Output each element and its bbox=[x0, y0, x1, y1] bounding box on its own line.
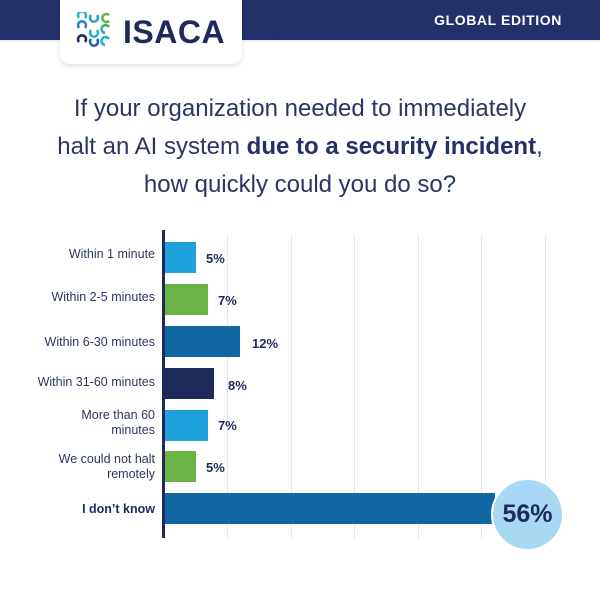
category-label: Within 1 minute bbox=[68, 247, 155, 261]
value-label: 5% bbox=[206, 460, 225, 475]
gridline bbox=[481, 234, 482, 539]
bar-more-than-60-minutes bbox=[165, 410, 208, 441]
title-emphasis: due to a security incident bbox=[246, 133, 537, 160]
highlight-value-bubble: 56% bbox=[491, 478, 564, 551]
isaca-logo-icon bbox=[76, 12, 111, 47]
logo-card: ISACA ● bbox=[60, 0, 275, 64]
value-label: 7% bbox=[218, 293, 237, 308]
title-line-2: halt an AI system due to a security inci… bbox=[57, 133, 543, 160]
gridline bbox=[354, 234, 355, 539]
gridline bbox=[291, 234, 292, 539]
registered-mark: ● bbox=[271, 35, 275, 41]
bar-within-31-60-minutes bbox=[165, 368, 214, 399]
header-divider bbox=[0, 40, 600, 42]
value-label: 12% bbox=[252, 336, 279, 351]
y-axis bbox=[162, 230, 165, 538]
gridline bbox=[418, 234, 419, 539]
bar-within-1-minute bbox=[165, 242, 196, 273]
chart-title: If your organization needed to immediate… bbox=[40, 90, 560, 204]
title-line-3: how quickly could you do so? bbox=[143, 171, 457, 198]
category-label: I don’t know bbox=[82, 502, 155, 516]
title-line-1: If your organization needed to immediate… bbox=[73, 95, 527, 122]
edition-label: GLOBAL EDITION bbox=[434, 12, 562, 28]
bar-i-dont-know bbox=[165, 493, 495, 524]
category-label: Within 2-5 minutes bbox=[51, 290, 155, 304]
category-label: Within 6-30 minutes bbox=[44, 335, 155, 349]
value-label: 7% bbox=[218, 418, 237, 433]
category-label: Within 31-60 minutes bbox=[37, 375, 155, 389]
category-label: More than 60 minutes bbox=[81, 408, 155, 437]
bar-chart: Within 1 minute 5% Within 2-5 minutes 7%… bbox=[0, 230, 600, 540]
value-label: 5% bbox=[206, 251, 225, 266]
value-label: 8% bbox=[228, 378, 247, 393]
category-label: We could not halt remotely bbox=[58, 452, 155, 481]
gridline bbox=[227, 234, 228, 539]
bar-within-6-30-minutes bbox=[165, 326, 240, 357]
gridline bbox=[545, 234, 546, 539]
brand-name: ISACA bbox=[123, 14, 226, 50]
bar-within-2-5-minutes bbox=[165, 284, 208, 315]
bar-could-not-halt-remotely bbox=[165, 451, 196, 482]
